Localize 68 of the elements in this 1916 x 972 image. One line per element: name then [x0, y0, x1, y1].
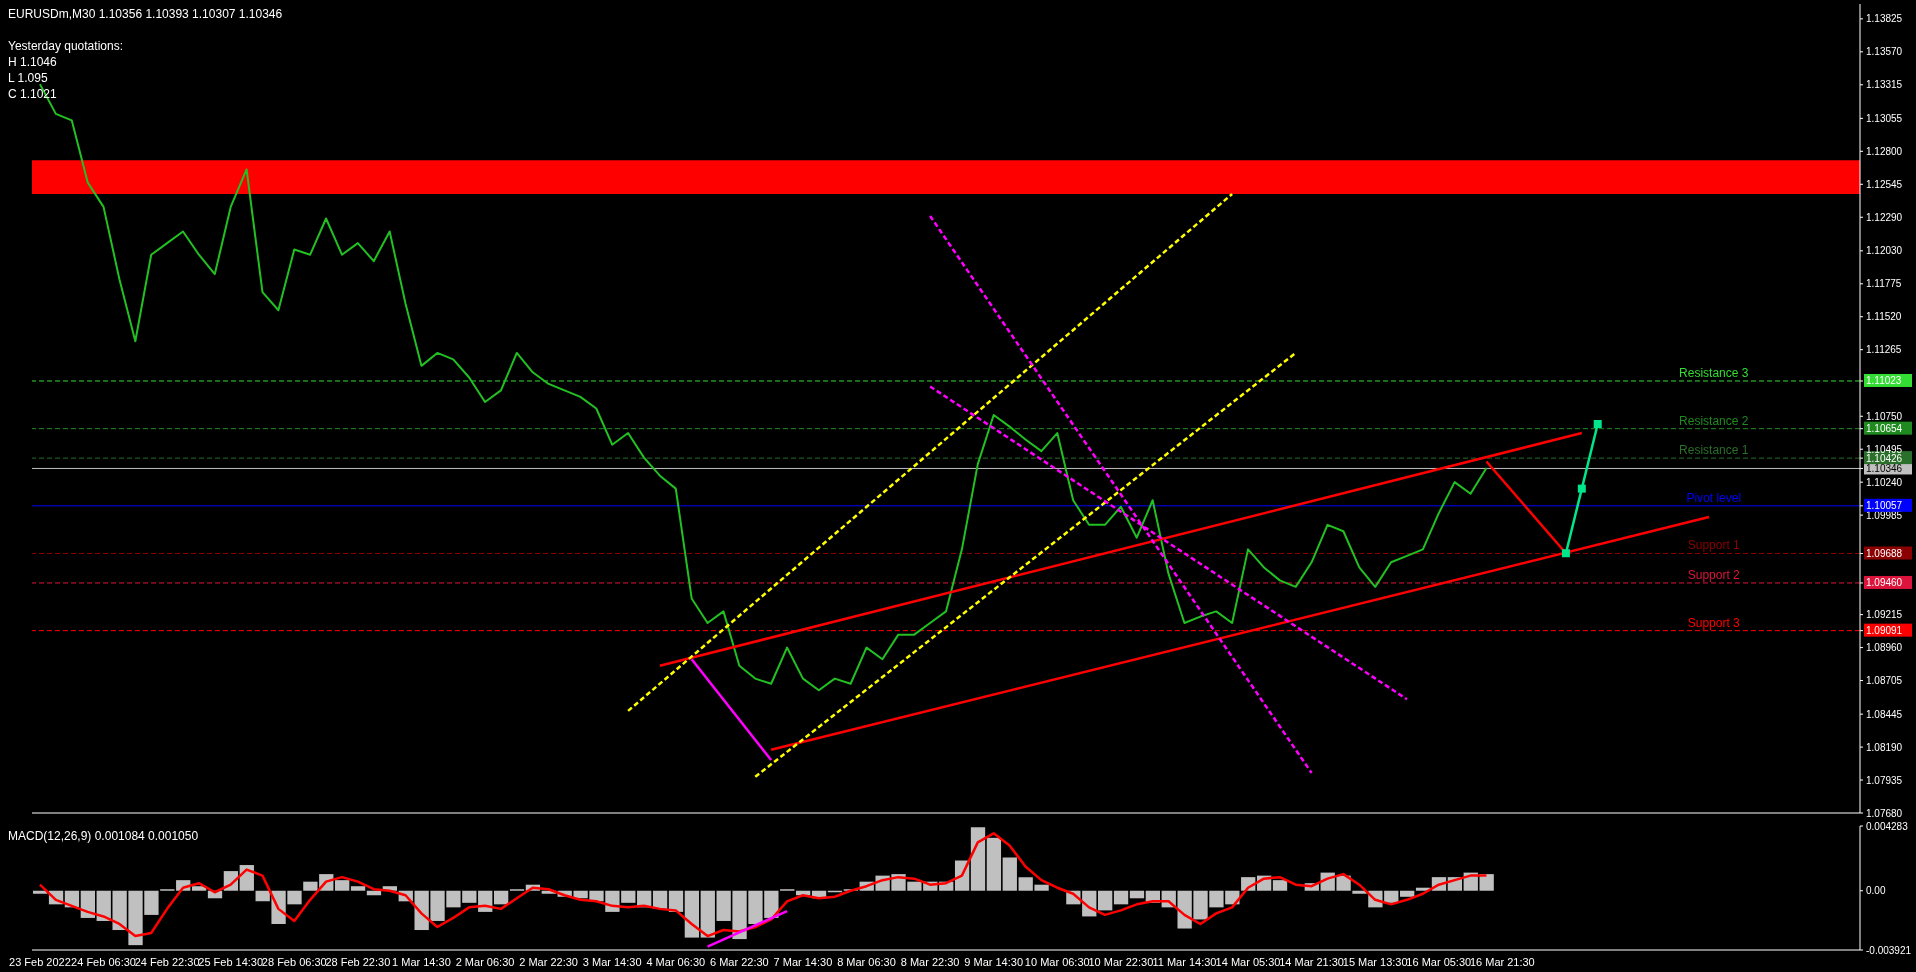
y-tick-label: 1.10654 — [1866, 423, 1903, 435]
annotation: L 1.095 — [8, 70, 49, 86]
y-tick-label: 1.10426 — [1866, 452, 1903, 464]
x-tick-label: 23 Feb 2022 — [9, 955, 71, 968]
y-tick-label: 1.08705 — [1866, 675, 1903, 687]
x-tick-label: 25 Feb 14:30 — [198, 955, 264, 968]
y-tick-label: 1.11520 — [1866, 311, 1902, 323]
y-tick-label: 1.08190 — [1866, 741, 1903, 753]
y-tick-label: -0.003921 — [1866, 944, 1912, 956]
annotation: H 1.1046 — [8, 54, 58, 70]
x-tick-label: 24 Feb 22:30 — [134, 955, 200, 968]
y-tick-label: 1.11023 — [1866, 375, 1902, 387]
y-tick-label: 1.08445 — [1866, 708, 1903, 720]
x-tick-label: 10 Mar 06:30 — [1024, 955, 1090, 968]
x-tick-label: 15 Mar 13:30 — [1342, 955, 1408, 968]
y-tick-label: 1.08960 — [1866, 642, 1903, 654]
y-tick-label: 0.00 — [1866, 885, 1886, 897]
y-tick-label: 1.11265 — [1866, 344, 1902, 356]
y-tick-label: 1.09215 — [1866, 609, 1903, 621]
x-tick-label: 8 Mar 06:30 — [837, 955, 896, 968]
y-tick-label: 1.13570 — [1866, 46, 1903, 58]
y-tick-label: 0.004283 — [1866, 820, 1909, 832]
x-tick-label: 9 Mar 14:30 — [964, 955, 1024, 968]
x-tick-label: 6 Mar 22:30 — [710, 955, 769, 968]
x-tick-label: 14 Mar 21:30 — [1279, 955, 1345, 968]
ref-line-label: Support 1 — [1687, 538, 1741, 553]
ref-line-label: Support 2 — [1687, 567, 1741, 582]
x-tick-label: 28 Feb 06:30 — [261, 955, 327, 968]
y-tick-label: 1.13055 — [1866, 112, 1903, 124]
x-tick-label: 16 Mar 05:30 — [1406, 955, 1472, 968]
x-tick-label: 2 Mar 22:30 — [519, 955, 578, 968]
x-tick-label: 4 Mar 06:30 — [646, 955, 706, 968]
y-tick-label: 1.07680 — [1866, 807, 1903, 819]
y-tick-label: 1.13825 — [1866, 13, 1903, 25]
ref-line-label: Resistance 1 — [1679, 443, 1749, 458]
y-tick-label: 1.09985 — [1866, 509, 1903, 521]
y-tick-label: 1.07935 — [1866, 774, 1903, 786]
chart-title: EURUSDm,M30 1.10356 1.10393 1.10307 1.10346 — [8, 6, 283, 22]
y-tick-label: 1.10495 — [1866, 443, 1903, 455]
x-tick-label: 7 Mar 14:30 — [773, 955, 833, 968]
x-tick-label: 28 Feb 22:30 — [325, 955, 391, 968]
y-tick-label: 1.10240 — [1866, 476, 1903, 488]
y-tick-label: 1.12545 — [1866, 178, 1903, 190]
x-tick-label: 11 Mar 14:30 — [1152, 955, 1217, 968]
x-tick-label: 14 Mar 05:30 — [1215, 955, 1281, 968]
ref-line-label: Resistance 2 — [1679, 413, 1749, 428]
chart-title: MACD(12,26,9) 0.001084 0.001050 — [8, 828, 199, 844]
annotation: Yesterday quotations: — [8, 38, 124, 54]
y-tick-label: 1.13315 — [1866, 79, 1903, 91]
x-tick-label: 10 Mar 22:30 — [1088, 955, 1154, 968]
y-tick-label: 1.12030 — [1866, 245, 1903, 257]
y-tick-label: 1.10750 — [1866, 410, 1903, 422]
y-tick-label: 1.10057 — [1866, 500, 1903, 512]
ref-line-label: Resistance 3 — [1679, 365, 1749, 380]
y-tick-label: 1.09460 — [1866, 577, 1903, 589]
y-tick-label: 1.10346 — [1866, 462, 1903, 474]
y-tick-label: 1.11775 — [1866, 278, 1902, 290]
x-tick-label: 2 Mar 06:30 — [455, 955, 515, 968]
y-tick-label: 1.09688 — [1866, 548, 1903, 559]
x-tick-label: 1 Mar 14:30 — [392, 955, 451, 968]
y-tick-label: 1.12290 — [1866, 211, 1903, 223]
ref-line-label: Pivot level — [1686, 490, 1742, 505]
y-tick-label: 1.09091 — [1866, 625, 1903, 637]
x-tick-label: 24 Feb 06:30 — [71, 955, 136, 968]
x-tick-label: 3 Mar 14:30 — [582, 955, 642, 968]
ref-line-label: Support 3 — [1687, 615, 1741, 630]
y-tick-label: 1.12800 — [1866, 145, 1903, 157]
x-tick-label: 8 Mar 22:30 — [900, 955, 960, 968]
